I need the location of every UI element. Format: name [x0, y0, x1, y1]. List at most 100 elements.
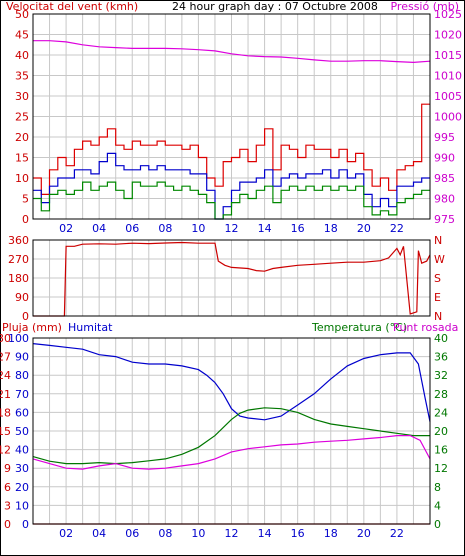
hour-tick-label: 08: [158, 527, 172, 540]
dew-point-line: [32, 435, 431, 470]
hour-tick-label: 06: [125, 527, 139, 540]
rain-tick-label: 30: [0, 332, 11, 345]
temperature-tick-label: 0: [434, 518, 441, 531]
pressure-tick-label: 980: [434, 193, 455, 206]
rain-tick-label: 21: [0, 388, 11, 401]
rain-tick-label: 0: [4, 518, 11, 531]
hour-tick-label: 18: [324, 222, 338, 235]
pressure-tick-label: 1020: [434, 29, 462, 42]
wind-hour-axis: 02 04 06 08 10 12 14 16 18 20 22: [59, 222, 404, 235]
hour-tick-label: 10: [191, 222, 205, 235]
temperature-tick-label: 40: [434, 332, 448, 345]
hour-tick-label: 12: [225, 527, 239, 540]
hour-tick-label: 08: [158, 222, 172, 235]
temperature-tick-label: 28: [434, 388, 448, 401]
hour-tick-label: 18: [324, 527, 338, 540]
direction-compass-tick-label: W: [434, 253, 445, 266]
pressure-tick-label: 1015: [434, 49, 462, 62]
temperature-humidity-panel: 0102030405060708090100036912151821242730…: [0, 321, 458, 540]
wind-speed-tick-label: 35: [15, 70, 29, 83]
hour-tick-label: 22: [390, 222, 404, 235]
wind-speed-tick-label: 50: [15, 8, 29, 21]
direction-compass-tick-label: E: [434, 291, 441, 304]
direction-degree-tick-label: 90: [15, 291, 29, 304]
pressure-tick-label: 1005: [434, 90, 462, 103]
direction-degree-tick-label: 0: [22, 310, 29, 323]
wind-speed-axis: 0 5 10 15 20 25 30 35 40 45 50: [15, 8, 29, 226]
humidity-tick-label: 50: [15, 425, 29, 438]
temperature-tick-label: 36: [434, 351, 448, 364]
direction-grid: [33, 239, 430, 317]
pressure-tick-label: 1025: [434, 8, 462, 21]
rain-tick-label: 18: [0, 406, 11, 419]
wind-speed-tick-label: 10: [15, 172, 29, 185]
hour-tick-label: 16: [291, 222, 305, 235]
pressure-axis: 975 980 985 990 995 1000 1005 1010 1015 1020 1025: [434, 8, 462, 226]
hour-tick-label: 14: [258, 222, 272, 235]
wind-series: [33, 40, 431, 220]
temperature-axis: 0 4 8 12 16 20 24 28 32 36 40: [434, 332, 448, 531]
pressure-tick-label: 995: [434, 131, 455, 144]
humidity-tick-label: 80: [15, 369, 29, 382]
wind-speed-tick-label: 45: [15, 29, 29, 42]
hour-tick-label: 16: [291, 527, 305, 540]
temperature-tick-label: 12: [434, 462, 448, 475]
hour-tick-label: 04: [92, 222, 106, 235]
pressure-tick-label: 990: [434, 152, 455, 165]
rain-tick-label: 12: [0, 444, 11, 457]
direction-degree-tick-label: 180: [8, 272, 29, 285]
hour-tick-label: 02: [59, 527, 73, 540]
wind-speed-tick-label: 25: [15, 111, 29, 124]
hour-tick-label: 06: [125, 222, 139, 235]
temperature-line: [32, 407, 430, 465]
humidity-tick-label: 70: [15, 388, 29, 401]
hour-tick-label: 22: [390, 527, 404, 540]
wind-speed-tick-label: 20: [15, 131, 29, 144]
direction-compass-tick-label: N: [434, 310, 442, 323]
temperature-tick-label: 4: [434, 499, 441, 512]
chart-title: 24 hour graph day : 07 Octubre 2008: [172, 0, 378, 13]
pressure-line: [33, 40, 431, 64]
humidity-tick-label: 10: [15, 499, 29, 512]
temperature-axis-title: Temperatura (°C): [311, 321, 407, 334]
direction-series: [33, 241, 431, 317]
temperature-tick-label: 16: [434, 444, 448, 457]
humidity-tick-label: 0: [22, 518, 29, 531]
pressure-tick-label: 975: [434, 213, 455, 226]
pressure-axis-title: Pressió (mb): [390, 0, 459, 13]
wind-speed-tick-label: 30: [15, 90, 29, 103]
humidity-tick-label: 40: [15, 444, 29, 457]
temperature-frame: [32, 337, 431, 525]
wind-gust-line: [33, 103, 430, 195]
rain-axis-title: Pluja (mm): [2, 321, 62, 334]
hour-tick-label: 12: [225, 222, 239, 235]
humidity-tick-label: 90: [15, 351, 29, 364]
humidity-axis-title: Humitat: [68, 321, 113, 334]
rain-tick-label: 3: [4, 499, 11, 512]
wind-speed-tick-label: 5: [22, 193, 29, 206]
temperature-tick-label: 8: [434, 481, 441, 494]
hour-tick-label: 14: [258, 527, 272, 540]
wind-speed-tick-label: 40: [15, 49, 29, 62]
direction-frame: [32, 239, 431, 317]
humidity-line: [32, 343, 431, 422]
temperature-tick-label: 20: [434, 425, 448, 438]
temperature-hour-axis: 02 04 06 08 10 12 14 16 18 20 22: [59, 527, 404, 540]
wind-speed-tick-label: 0: [22, 213, 29, 226]
rain-tick-label: 24: [0, 369, 11, 382]
wind-axis-title: Velocitat del vent (kmh): [6, 0, 138, 13]
hour-tick-label: 10: [191, 527, 205, 540]
hour-tick-label: 04: [92, 527, 106, 540]
wind-speed-tick-label: 15: [15, 152, 29, 165]
pressure-tick-label: 1000: [434, 111, 462, 124]
humidity-tick-label: 100: [8, 332, 29, 345]
direction-compass-tick-label: N: [434, 234, 442, 247]
humidity-tick-label: 20: [15, 481, 29, 494]
humidity-tick-label: 60: [15, 406, 29, 419]
dew-point-axis-title: Punt rosada: [393, 321, 458, 334]
